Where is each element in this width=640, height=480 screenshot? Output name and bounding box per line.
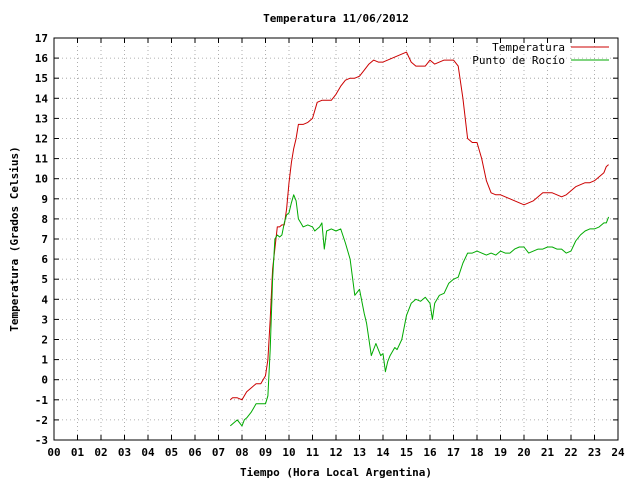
- x-tick-label: 15: [400, 446, 413, 459]
- y-tick-label: 0: [41, 374, 48, 387]
- y-tick-label: 14: [35, 92, 49, 105]
- x-tick-label: 04: [141, 446, 155, 459]
- x-tick-label: 05: [165, 446, 178, 459]
- grid-lines: [54, 38, 618, 440]
- legend: Temperatura Punto de Rocío: [472, 41, 609, 67]
- x-tick-label: 12: [329, 446, 342, 459]
- x-tick-label: 06: [188, 446, 202, 459]
- y-tick-label: 17: [35, 32, 48, 45]
- y-tick-label: -1: [35, 394, 49, 407]
- x-tick-label: 19: [494, 446, 507, 459]
- y-tick-label: 12: [35, 133, 48, 146]
- series-line-punto-de-rocio: [229, 194, 610, 427]
- y-tick-label: 9: [41, 193, 48, 206]
- chart-title: Temperatura 11/06/2012: [263, 12, 409, 25]
- y-tick-label: 13: [35, 112, 48, 125]
- y-tick-label: 8: [41, 213, 48, 226]
- x-tick-label: 00: [47, 446, 60, 459]
- series-layer: [229, 51, 610, 427]
- x-tick-label: 18: [470, 446, 483, 459]
- y-tick-label: 7: [41, 233, 48, 246]
- x-tick-label: 21: [541, 446, 555, 459]
- y-tick-label: 1: [41, 354, 48, 367]
- y-tick-label: 10: [35, 173, 48, 186]
- x-tick-label: 16: [423, 446, 437, 459]
- y-tick-label: 16: [35, 52, 49, 65]
- y-tick-label: 15: [35, 72, 48, 85]
- y-tick-label: 2: [41, 334, 48, 347]
- series-line-temperatura: [229, 51, 609, 401]
- x-tick-label: 08: [235, 446, 248, 459]
- x-tick-label: 11: [306, 446, 320, 459]
- y-axis-label: Temperatura (Grados Celsius): [8, 146, 21, 331]
- x-tick-label: 01: [71, 446, 85, 459]
- legend-label-temperatura: Temperatura: [492, 41, 565, 54]
- x-tick-label: 10: [282, 446, 295, 459]
- x-tick-label: 23: [588, 446, 601, 459]
- x-tick-label: 20: [517, 446, 530, 459]
- x-tick-label: 24: [611, 446, 625, 459]
- x-tick-label: 14: [376, 446, 390, 459]
- x-tick-label: 13: [353, 446, 366, 459]
- x-tick-label: 03: [118, 446, 131, 459]
- x-tick-label: 09: [259, 446, 272, 459]
- x-axis-ticks: 00 01 02 03 04 05 06 07 08 09 10 11 12 13 14 15 16 17 18 19…: [47, 38, 625, 459]
- x-tick-label: 07: [212, 446, 225, 459]
- plot-frame: [53, 37, 619, 441]
- y-tick-label: 4: [41, 293, 48, 306]
- y-tick-label: -3: [35, 434, 48, 447]
- y-tick-label: 6: [41, 253, 48, 266]
- y-tick-label: 5: [41, 273, 48, 286]
- x-tick-label: 17: [447, 446, 460, 459]
- x-tick-label: 02: [94, 446, 107, 459]
- y-tick-label: 11: [35, 153, 49, 166]
- y-tick-label: 3: [41, 313, 48, 326]
- legend-label-punto-de-rocio: Punto de Rocío: [472, 54, 565, 67]
- x-tick-label: 22: [564, 446, 577, 459]
- x-axis-label: Tiempo (Hora Local Argentina): [240, 466, 432, 479]
- y-tick-label: -2: [35, 414, 48, 427]
